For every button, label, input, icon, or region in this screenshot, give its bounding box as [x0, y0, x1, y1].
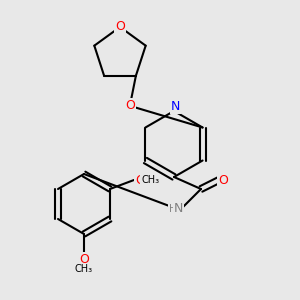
Text: CH₃: CH₃ — [75, 263, 93, 274]
Text: N: N — [171, 100, 180, 113]
Text: O: O — [115, 20, 125, 34]
Text: CH₃: CH₃ — [141, 175, 160, 185]
Text: H: H — [169, 203, 176, 214]
Text: O: O — [135, 173, 145, 187]
Text: O: O — [79, 253, 89, 266]
Text: N: N — [174, 202, 183, 215]
Text: O: O — [219, 173, 228, 187]
Text: O: O — [125, 99, 135, 112]
